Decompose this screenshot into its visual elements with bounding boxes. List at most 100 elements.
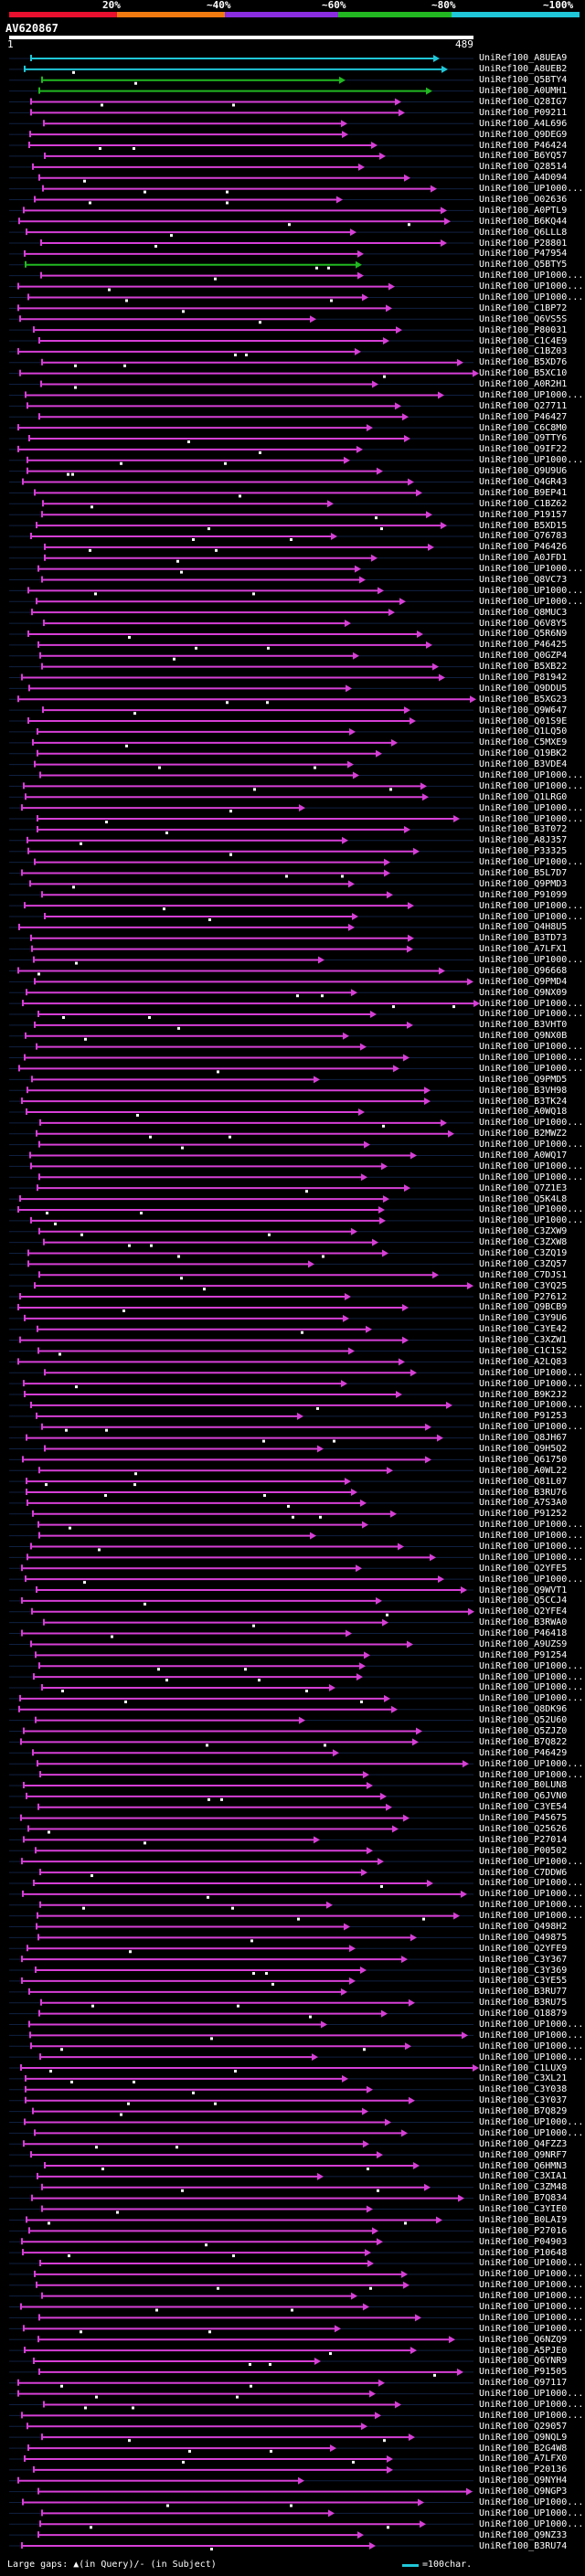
hit-label[interactable]: UniRef100_P91252 [479,1509,568,1520]
hit-label[interactable]: UniRef100_Q9NRF7 [479,2149,568,2160]
hit-label[interactable]: UniRef100_C7DJS1 [479,1269,568,1280]
hit-label[interactable]: UniRef100_UP1000... [479,2269,584,2280]
hit-label[interactable]: UniRef100_UP1000... [479,813,584,824]
hit-label[interactable]: UniRef100_UP1000... [479,1367,584,1378]
hit-label[interactable]: UniRef100_C3XIA1 [479,2171,568,2182]
hit-label[interactable]: UniRef100_UP1000... [479,857,584,868]
hit-label[interactable]: UniRef100_Q9NYH4 [479,2475,568,2486]
hit-label[interactable]: UniRef100_UP1000... [479,1422,584,1433]
hit-label[interactable]: UniRef100_Q81L07 [479,1476,568,1487]
hit-label[interactable]: UniRef100_A7S3A0 [479,1498,568,1509]
hit-label[interactable]: UniRef100_Q9PMD4 [479,976,568,987]
hit-label[interactable]: UniRef100_UP1000... [479,1171,584,1182]
hit-label[interactable]: UniRef100_Q28514 [479,162,568,173]
hit-label[interactable]: UniRef100_B3TK24 [479,1096,568,1107]
hit-label[interactable]: UniRef100_P81942 [479,673,568,683]
hit-label[interactable]: UniRef100_A8UEB2 [479,64,568,75]
hit-label[interactable]: UniRef100_UP1000... [479,1682,584,1693]
hit-label[interactable]: UniRef100_UP1000... [479,2127,584,2138]
hit-label[interactable]: UniRef100_P00502 [479,1845,568,1856]
hit-label[interactable]: UniRef100_UP1000... [479,1009,584,1020]
hit-label[interactable]: UniRef100_P27612 [479,1291,568,1302]
hit-label[interactable]: UniRef100_UP1000... [479,1889,584,1900]
hit-label[interactable]: UniRef100_C1BZ62 [479,498,568,509]
hit-label[interactable]: UniRef100_UP1000... [479,2507,584,2518]
hit-label[interactable]: UniRef100_Q6LLL8 [479,227,568,238]
hit-label[interactable]: UniRef100_Q29057 [479,2421,568,2432]
hit-label[interactable]: UniRef100_C3ZXW9 [479,1226,568,1237]
hit-label[interactable]: UniRef100_UP1000... [479,292,584,302]
hit-label[interactable]: UniRef100_UP1000... [479,2051,584,2062]
hit-label[interactable]: UniRef100_Q19BK2 [479,748,568,759]
hit-label[interactable]: UniRef100_UP1000... [479,2041,584,2051]
hit-label[interactable]: UniRef100_C6C8M0 [479,422,568,433]
hit-label[interactable]: UniRef100_B3RU74 [479,2540,568,2551]
hit-label[interactable]: UniRef100_C3Y9U6 [479,1313,568,1324]
hit-label[interactable]: UniRef100_UP1000... [479,1900,584,1911]
hit-label[interactable]: UniRef100_A0WQ18 [479,1107,568,1118]
hit-label[interactable]: UniRef100_P91253 [479,1411,568,1422]
hit-label[interactable]: UniRef100_UP1000... [479,596,584,607]
hit-label[interactable]: UniRef100_B9EP41 [479,487,568,498]
hit-label[interactable]: UniRef100_P47954 [479,249,568,260]
hit-label[interactable]: UniRef100_Q6YNR9 [479,2356,568,2367]
hit-label[interactable]: UniRef100_Q49875 [479,1932,568,1943]
hit-label[interactable]: UniRef100_P46424 [479,140,568,151]
hit-label[interactable]: UniRef100_C3ZQ19 [479,1248,568,1258]
hit-label[interactable]: UniRef100_Q498H2 [479,1922,568,1932]
hit-label[interactable]: UniRef100_Q6NZQ9 [479,2334,568,2345]
hit-label[interactable]: UniRef100_UP1000... [479,1769,584,1780]
hit-label[interactable]: UniRef100_Q5ZJZ0 [479,1726,568,1737]
hit-label[interactable]: UniRef100_UP1000... [479,1215,584,1226]
hit-label[interactable]: UniRef100_C1BZ03 [479,346,568,357]
hit-label[interactable]: UniRef100_Q5CCJ4 [479,1595,568,1606]
hit-label[interactable]: UniRef100_A0WQ17 [479,1150,568,1161]
hit-label[interactable]: UniRef100_UP1000... [479,2030,584,2041]
hit-label[interactable]: UniRef100_C3YIE0 [479,2204,568,2215]
hit-label[interactable]: UniRef100_Q9NX0B [479,1031,568,1042]
hit-label[interactable]: UniRef100_O02636 [479,194,568,205]
hit-label[interactable]: UniRef100_P80031 [479,324,568,335]
hit-label[interactable]: UniRef100_P46418 [479,1628,568,1639]
hit-label[interactable]: UniRef100_UP1000... [479,2280,584,2291]
hit-label[interactable]: UniRef100_UP1000... [479,2116,584,2127]
hit-label[interactable]: UniRef100_A7LFX1 [479,944,568,955]
hit-label[interactable]: UniRef100_UP1000... [479,1204,584,1215]
hit-label[interactable]: UniRef100_C7DDW6 [479,1867,568,1878]
hit-label[interactable]: UniRef100_Q9PMD5 [479,1074,568,1085]
hit-label[interactable]: UniRef100_C3Y367 [479,1954,568,1965]
hit-label[interactable]: UniRef100_P91505 [479,2367,568,2378]
hit-label[interactable]: UniRef100_Q5BTY5 [479,260,568,270]
hit-label[interactable]: UniRef100_UP1000... [479,1531,584,1542]
hit-label[interactable]: UniRef100_B3RU75 [479,1998,568,2009]
hit-label[interactable]: UniRef100_B3VHT0 [479,1020,568,1031]
hit-label[interactable]: UniRef100_B0LUN8 [479,1780,568,1791]
hit-label[interactable]: UniRef100_UP1000... [479,1878,584,1889]
hit-label[interactable]: UniRef100_Q76783 [479,531,568,542]
hit-label[interactable]: UniRef100_Q8JH67 [479,1433,568,1444]
hit-label[interactable]: UniRef100_UP1000... [479,2497,584,2507]
hit-label[interactable]: UniRef100_P46425 [479,640,568,651]
hit-label[interactable]: UniRef100_A0PTL9 [479,205,568,216]
hit-label[interactable]: UniRef100_C1C1S2 [479,1345,568,1356]
hit-label[interactable]: UniRef100_UP1000... [479,1140,584,1150]
hit-label[interactable]: UniRef100_Q9W647 [479,705,568,716]
hit-label[interactable]: UniRef100_Q5BTY4 [479,75,568,86]
hit-label[interactable]: UniRef100_Q9NQL9 [479,2432,568,2443]
hit-label[interactable]: UniRef100_C3YQ25 [479,1280,568,1291]
hit-label[interactable]: UniRef100_Q4FZZ3 [479,2138,568,2149]
hit-label[interactable]: UniRef100_B3RU77 [479,1987,568,1998]
hit-label[interactable]: UniRef100_Q9NZ33 [479,2529,568,2540]
hit-label[interactable]: UniRef100_UP1000... [479,564,584,575]
hit-label[interactable]: UniRef100_Q0GZP4 [479,651,568,662]
hit-label[interactable]: UniRef100_Q2YFE5 [479,1563,568,1574]
hit-label[interactable]: UniRef100_P27014 [479,1834,568,1845]
hit-label[interactable]: UniRef100_B3RU76 [479,1487,568,1498]
hit-label[interactable]: UniRef100_B3TD73 [479,933,568,944]
hit-label[interactable]: UniRef100_B5L7D7 [479,867,568,878]
hit-label[interactable]: UniRef100_UP1000... [479,270,584,281]
hit-label[interactable]: UniRef100_Q4GR43 [479,477,568,488]
hit-label[interactable]: UniRef100_UP1000... [479,1758,584,1769]
hit-label[interactable]: UniRef100_UP1000... [479,2400,584,2411]
hit-label[interactable]: UniRef100_C3ZQ57 [479,1258,568,1269]
